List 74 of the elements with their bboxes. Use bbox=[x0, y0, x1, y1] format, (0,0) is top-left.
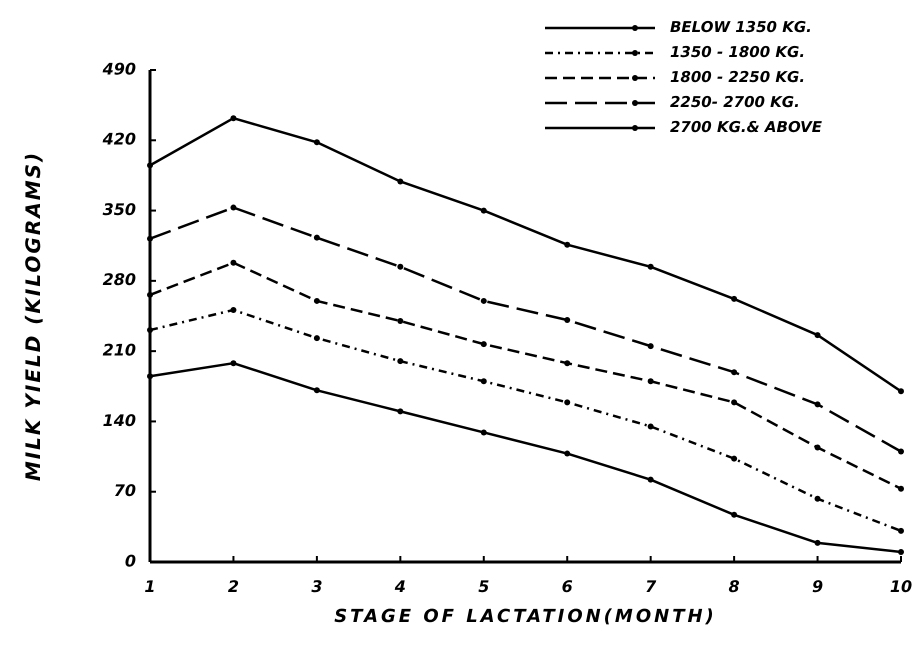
point bbox=[397, 264, 404, 270]
point bbox=[230, 115, 236, 122]
y-tick-label: 420 bbox=[102, 130, 136, 149]
point bbox=[814, 332, 821, 338]
point bbox=[230, 360, 236, 366]
point bbox=[147, 373, 153, 380]
point bbox=[731, 369, 738, 376]
point bbox=[314, 387, 320, 394]
point bbox=[480, 298, 487, 304]
point bbox=[564, 360, 570, 366]
point bbox=[648, 264, 654, 270]
point bbox=[314, 335, 320, 342]
y-tick-label: 210 bbox=[102, 340, 136, 360]
point bbox=[564, 450, 570, 457]
point bbox=[397, 178, 404, 184]
x-tick-label: 10 bbox=[890, 577, 912, 596]
y-tick-label: 490 bbox=[102, 59, 136, 78]
point bbox=[147, 236, 153, 242]
y-tick-label: 70 bbox=[114, 481, 136, 500]
point bbox=[564, 317, 570, 324]
point bbox=[898, 448, 904, 455]
x-tick-label: 6 bbox=[562, 577, 573, 596]
point bbox=[397, 358, 404, 364]
y-tick-label: 350 bbox=[102, 200, 136, 219]
point bbox=[898, 548, 904, 555]
point bbox=[314, 298, 320, 304]
point bbox=[731, 399, 738, 406]
x-tick-label: 1 bbox=[144, 577, 156, 596]
point bbox=[814, 540, 821, 546]
legend-label: BELOW 1350 KG. bbox=[670, 18, 812, 36]
legend-label: 2700 KG.& ABOVE bbox=[670, 118, 823, 136]
point bbox=[648, 423, 654, 430]
legend-label: 1800 - 2250 KG. bbox=[670, 68, 806, 86]
y-tick-label: 280 bbox=[102, 270, 136, 290]
x-tick-label: 2 bbox=[228, 577, 240, 596]
x-tick-label: 8 bbox=[728, 577, 740, 596]
point bbox=[731, 512, 738, 518]
point bbox=[480, 378, 487, 384]
point bbox=[480, 429, 487, 436]
y-axis-title: MILK YIELD (KILOGRAMS) bbox=[21, 150, 45, 482]
x-tick-label: 3 bbox=[311, 577, 322, 596]
x-tick-label: 7 bbox=[645, 577, 658, 596]
point bbox=[147, 162, 153, 168]
point bbox=[230, 204, 236, 211]
y-tick-label: 0 bbox=[124, 551, 136, 570]
point bbox=[731, 456, 738, 462]
point bbox=[397, 408, 404, 414]
x-axis-title: STAGE OF LACTATION(MONTH) bbox=[334, 606, 717, 627]
x-tick-label: 9 bbox=[812, 577, 824, 596]
point bbox=[898, 528, 904, 534]
point bbox=[480, 341, 487, 348]
x-tick-label: 4 bbox=[394, 577, 406, 596]
point bbox=[397, 318, 404, 324]
point bbox=[731, 296, 738, 302]
point bbox=[648, 343, 654, 350]
point bbox=[648, 378, 654, 384]
legend-label: 1350 - 1800 KG. bbox=[670, 43, 806, 62]
point bbox=[230, 260, 236, 266]
point bbox=[314, 234, 320, 241]
y-tick-label: 140 bbox=[102, 410, 136, 430]
x-tick-label: 5 bbox=[478, 577, 490, 596]
point bbox=[564, 399, 570, 406]
point bbox=[314, 139, 320, 146]
point bbox=[564, 242, 570, 248]
point bbox=[814, 444, 821, 451]
point bbox=[230, 306, 236, 313]
legend-label: 2250- 2700 KG. bbox=[670, 93, 800, 112]
point bbox=[898, 388, 904, 394]
point bbox=[814, 496, 821, 502]
point bbox=[814, 401, 821, 408]
point bbox=[648, 476, 654, 483]
point bbox=[480, 208, 487, 214]
point bbox=[147, 292, 153, 298]
point bbox=[898, 486, 904, 492]
